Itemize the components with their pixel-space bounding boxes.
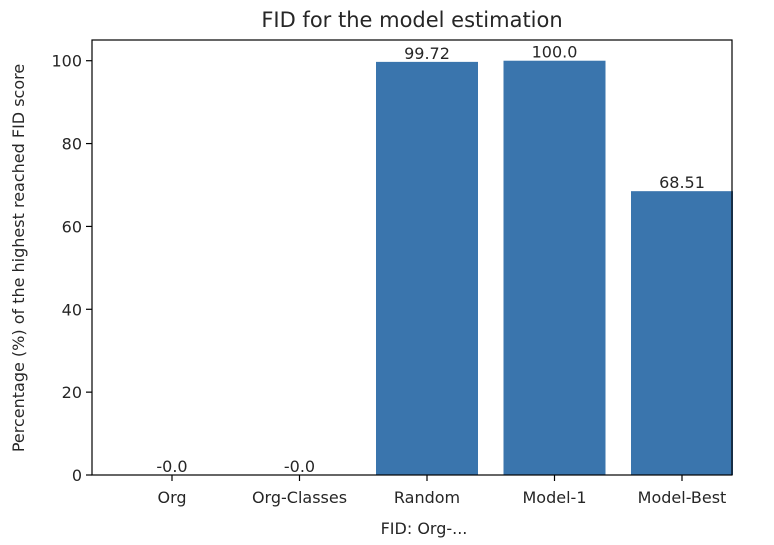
y-tick-label: 80 — [62, 135, 82, 154]
data-label: 68.51 — [659, 173, 705, 192]
data-label: 100.0 — [532, 43, 578, 62]
data-label: 99.72 — [404, 44, 450, 63]
x-axis: Org Org-Classes Random Model-1 Model-Best — [157, 475, 726, 507]
plot-frame — [91, 39, 733, 476]
y-tick-label: 60 — [62, 217, 82, 236]
bar-random — [376, 61, 478, 475]
y-tick-label: 0 — [72, 466, 82, 485]
data-label: -0.0 — [156, 457, 187, 476]
x-tick-label: Org-Classes — [252, 488, 347, 507]
data-label: -0.0 — [284, 457, 315, 476]
chart-title: FID for the model estimation — [261, 8, 562, 32]
x-tick-label: Org — [157, 488, 186, 507]
x-axis-label: FID: Org-... — [381, 519, 468, 538]
y-axis-label: Percentage (%) of the highest reached FI… — [9, 64, 28, 452]
y-axis: 0 20 40 60 80 100 — [51, 52, 92, 485]
y-tick-label: 40 — [62, 300, 82, 319]
bar-model-1 — [503, 60, 606, 475]
bar-model-best — [631, 191, 733, 475]
data-labels-group: -0.0 -0.0 99.72 100.0 68.51 — [156, 43, 705, 476]
y-tick-label: 20 — [62, 383, 82, 402]
bars-group — [376, 60, 733, 475]
x-tick-label: Random — [394, 488, 460, 507]
y-tick-label: 100 — [51, 52, 82, 71]
x-tick-label: Model-1 — [523, 488, 587, 507]
x-tick-label: Model-Best — [638, 488, 727, 507]
